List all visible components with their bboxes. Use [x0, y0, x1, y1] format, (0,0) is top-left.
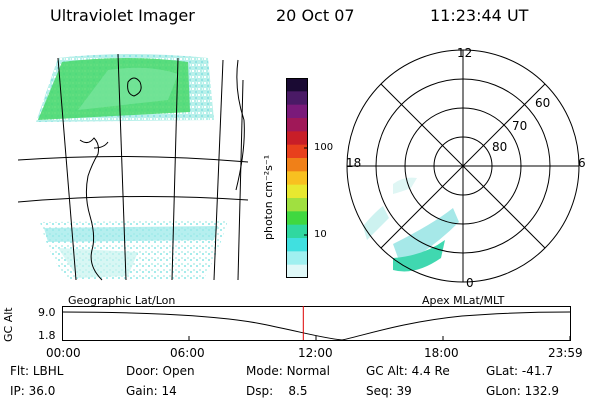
- polar-aurora-band-3: [363, 206, 389, 240]
- time-tick-1200: 12:00: [298, 346, 333, 360]
- apex-projection-label: Apex MLat/MLT: [422, 294, 505, 307]
- seq-value: 39: [396, 384, 412, 398]
- altitude-curve: [62, 311, 571, 341]
- time-tick-2359: 23:59: [548, 346, 583, 360]
- time-tick-0000: 00:00: [46, 346, 81, 360]
- dsp-label: Dsp:: [246, 384, 274, 398]
- colorbar-band: [286, 104, 308, 119]
- colorbar-band: [286, 158, 308, 172]
- time-tick-1800: 18:00: [424, 346, 459, 360]
- polar-mlat-80: 80: [492, 140, 508, 154]
- instrument-title: Ultraviolet Imager: [50, 6, 195, 25]
- colorbar-band: [286, 224, 308, 239]
- glat-value: -41.7: [521, 364, 553, 378]
- polar-mlat-70: 70: [512, 119, 528, 133]
- map-lower-cyan-2: [58, 248, 138, 278]
- colorbar-band: [286, 211, 308, 226]
- time-tick-0600: 06:00: [170, 346, 205, 360]
- flt-value: LBHL: [32, 364, 64, 378]
- polar-mlt-12: 12: [457, 46, 473, 60]
- colorbar-band: [286, 91, 308, 106]
- ip-label: IP:: [10, 384, 25, 398]
- polar-aurora-band-1: [393, 208, 459, 266]
- ip-value: 36.0: [28, 384, 56, 398]
- colorbar-unit-label: photon cm⁻²s⁻¹: [262, 154, 275, 240]
- colorbar-tick-100: 100: [314, 142, 334, 153]
- info-gain: Gain: 14: [126, 384, 177, 398]
- colorbar: [286, 78, 308, 278]
- mode-label: Mode:: [246, 364, 283, 378]
- glat-label: GLat:: [486, 364, 519, 378]
- colorbar-band: [286, 264, 308, 278]
- polar-mlat-mlt-plot: [346, 49, 580, 283]
- geographic-projection-label: Geographic Lat/Lon: [68, 294, 176, 307]
- info-gcalt: GC Alt: 4.4 Re: [366, 364, 450, 378]
- colorbar-tick-10: 10: [314, 229, 327, 240]
- colorbar-band: [286, 118, 308, 132]
- colorbar-band: [286, 78, 308, 92]
- altitude-strip-chart: [62, 306, 571, 341]
- info-door: Door: Open: [126, 364, 195, 378]
- info-dsp: Dsp: 8.5: [246, 384, 308, 398]
- colorbar-band: [286, 251, 308, 266]
- info-flt: Flt: LBHL: [10, 364, 63, 378]
- polar-aurora-band-4: [393, 177, 417, 194]
- altitude-tick-low: 1.8: [38, 329, 56, 342]
- map-coastline: [79, 59, 245, 281]
- info-mode: Mode: Normal: [246, 364, 330, 378]
- colorbar-band: [286, 198, 308, 212]
- gain-label: Gain:: [126, 384, 158, 398]
- image-time: 11:23:44 UT: [430, 6, 529, 25]
- colorbar-band: [286, 184, 308, 199]
- gain-value: 14: [161, 384, 177, 398]
- geographic-map-image: [18, 53, 249, 281]
- dsp-value: 8.5: [288, 384, 308, 398]
- colorbar-band: [286, 131, 308, 146]
- polar-aurora-band-2: [393, 240, 445, 272]
- glon-label: GLon:: [486, 384, 521, 398]
- info-ip: IP: 36.0: [10, 384, 55, 398]
- glon-value: 132.9: [524, 384, 559, 398]
- colorbar-band: [286, 238, 308, 252]
- flt-label: Flt:: [10, 364, 29, 378]
- polar-mlt-0: 0: [466, 276, 474, 290]
- altitude-tick-high: 9.0: [38, 306, 56, 319]
- info-glon: GLon: 132.9: [486, 384, 559, 398]
- door-value: Open: [162, 364, 195, 378]
- seq-label: Seq:: [366, 384, 393, 398]
- colorbar-band: [286, 171, 308, 186]
- polar-mlat-60: 60: [535, 96, 551, 110]
- polar-mlt-18: 18: [346, 156, 362, 170]
- colorbar-band: [286, 144, 308, 159]
- gcalt-label: GC Alt:: [366, 364, 408, 378]
- info-seq: Seq: 39: [366, 384, 412, 398]
- mode-value: Normal: [286, 364, 330, 378]
- polar-mlt-6: 6: [578, 156, 586, 170]
- door-label: Door:: [126, 364, 159, 378]
- image-date: 20 Oct 07: [276, 6, 355, 25]
- altitude-axis-label: GC Alt: [2, 307, 15, 342]
- map-lower-cyan: [44, 226, 218, 242]
- info-glat: GLat: -41.7: [486, 364, 553, 378]
- gcalt-value: 4.4 Re: [411, 364, 450, 378]
